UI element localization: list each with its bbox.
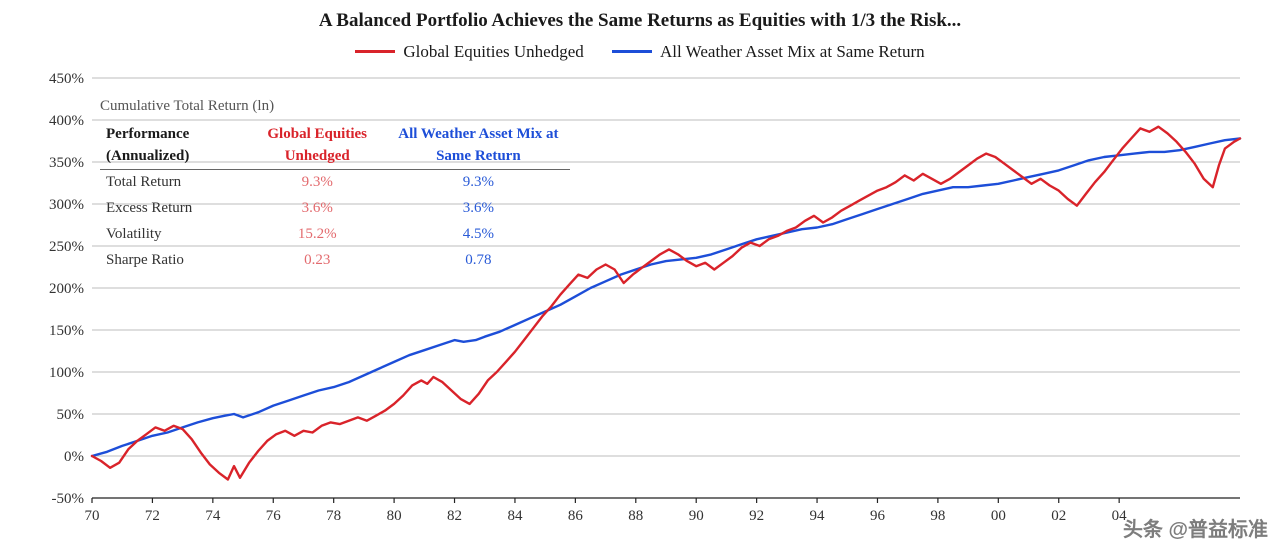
svg-text:72: 72 — [145, 508, 160, 524]
table-row: Total Return9.3%9.3% — [100, 170, 570, 196]
svg-text:74: 74 — [205, 508, 221, 524]
metric-cell: Volatility — [100, 222, 248, 248]
x-axis: 707274767880828486889092949698000204 — [85, 498, 1128, 524]
performance-table: Performance (Annualized) Global Equities… — [100, 122, 570, 274]
col-allweather: All Weather Asset Mix at Same Return — [387, 122, 570, 170]
allweather-cell: 0.78 — [387, 248, 570, 274]
svg-text:250%: 250% — [49, 239, 84, 255]
svg-text:88: 88 — [628, 508, 643, 524]
svg-text:200%: 200% — [49, 281, 84, 297]
legend-swatch-allweather — [612, 50, 652, 53]
col-metric: Performance (Annualized) — [100, 122, 248, 170]
svg-text:300%: 300% — [49, 197, 84, 213]
svg-text:450%: 450% — [49, 71, 84, 87]
allweather-cell: 9.3% — [387, 170, 570, 196]
y-axis: -50% 0% 50% 100% 150% 200% 250% 300% 350% 400% 450… — [49, 71, 84, 507]
svg-text:150%: 150% — [49, 323, 84, 339]
svg-text:82: 82 — [447, 508, 462, 524]
equities-cell: 0.23 — [248, 248, 387, 274]
legend-item-allweather: All Weather Asset Mix at Same Return — [612, 42, 925, 62]
svg-text:0%: 0% — [64, 449, 84, 465]
svg-text:02: 02 — [1051, 508, 1066, 524]
allweather-cell: 3.6% — [387, 196, 570, 222]
legend-label-allweather: All Weather Asset Mix at Same Return — [660, 42, 925, 62]
svg-text:400%: 400% — [49, 113, 84, 129]
equities-cell: 9.3% — [248, 170, 387, 196]
legend-label-equities: Global Equities Unhedged — [403, 42, 583, 62]
performance-inset-table: Cumulative Total Return (ln) Performance… — [100, 96, 570, 273]
col-equities: Global Equities Unhedged — [248, 122, 387, 170]
table-row: Excess Return3.6%3.6% — [100, 196, 570, 222]
svg-text:76: 76 — [266, 508, 282, 524]
svg-text:-50%: -50% — [52, 491, 85, 507]
table-row: Volatility15.2%4.5% — [100, 222, 570, 248]
svg-text:350%: 350% — [49, 155, 84, 171]
svg-text:70: 70 — [85, 508, 100, 524]
chart-title: A Balanced Portfolio Achieves the Same R… — [0, 10, 1280, 32]
inset-title: Cumulative Total Return (ln) — [100, 96, 570, 118]
allweather-cell: 4.5% — [387, 222, 570, 248]
svg-text:96: 96 — [870, 508, 886, 524]
svg-text:100%: 100% — [49, 365, 84, 381]
svg-text:94: 94 — [810, 508, 826, 524]
legend-item-equities: Global Equities Unhedged — [355, 42, 583, 62]
legend: Global Equities Unhedged All Weather Ass… — [0, 38, 1280, 62]
watermark: 头条 @普益标准 — [1123, 513, 1268, 542]
svg-text:78: 78 — [326, 508, 341, 524]
svg-text:90: 90 — [689, 508, 704, 524]
svg-text:92: 92 — [749, 508, 764, 524]
metric-cell: Excess Return — [100, 196, 248, 222]
svg-text:98: 98 — [930, 508, 945, 524]
svg-text:50%: 50% — [57, 407, 85, 423]
table-row: Sharpe Ratio0.230.78 — [100, 248, 570, 274]
svg-text:00: 00 — [991, 508, 1006, 524]
svg-text:86: 86 — [568, 508, 584, 524]
legend-swatch-equities — [355, 50, 395, 53]
metric-cell: Total Return — [100, 170, 248, 196]
chart-frame: A Balanced Portfolio Achieves the Same R… — [0, 0, 1280, 548]
equities-cell: 3.6% — [248, 196, 387, 222]
metric-cell: Sharpe Ratio — [100, 248, 248, 274]
svg-text:84: 84 — [507, 508, 523, 524]
svg-text:80: 80 — [387, 508, 402, 524]
equities-cell: 15.2% — [248, 222, 387, 248]
